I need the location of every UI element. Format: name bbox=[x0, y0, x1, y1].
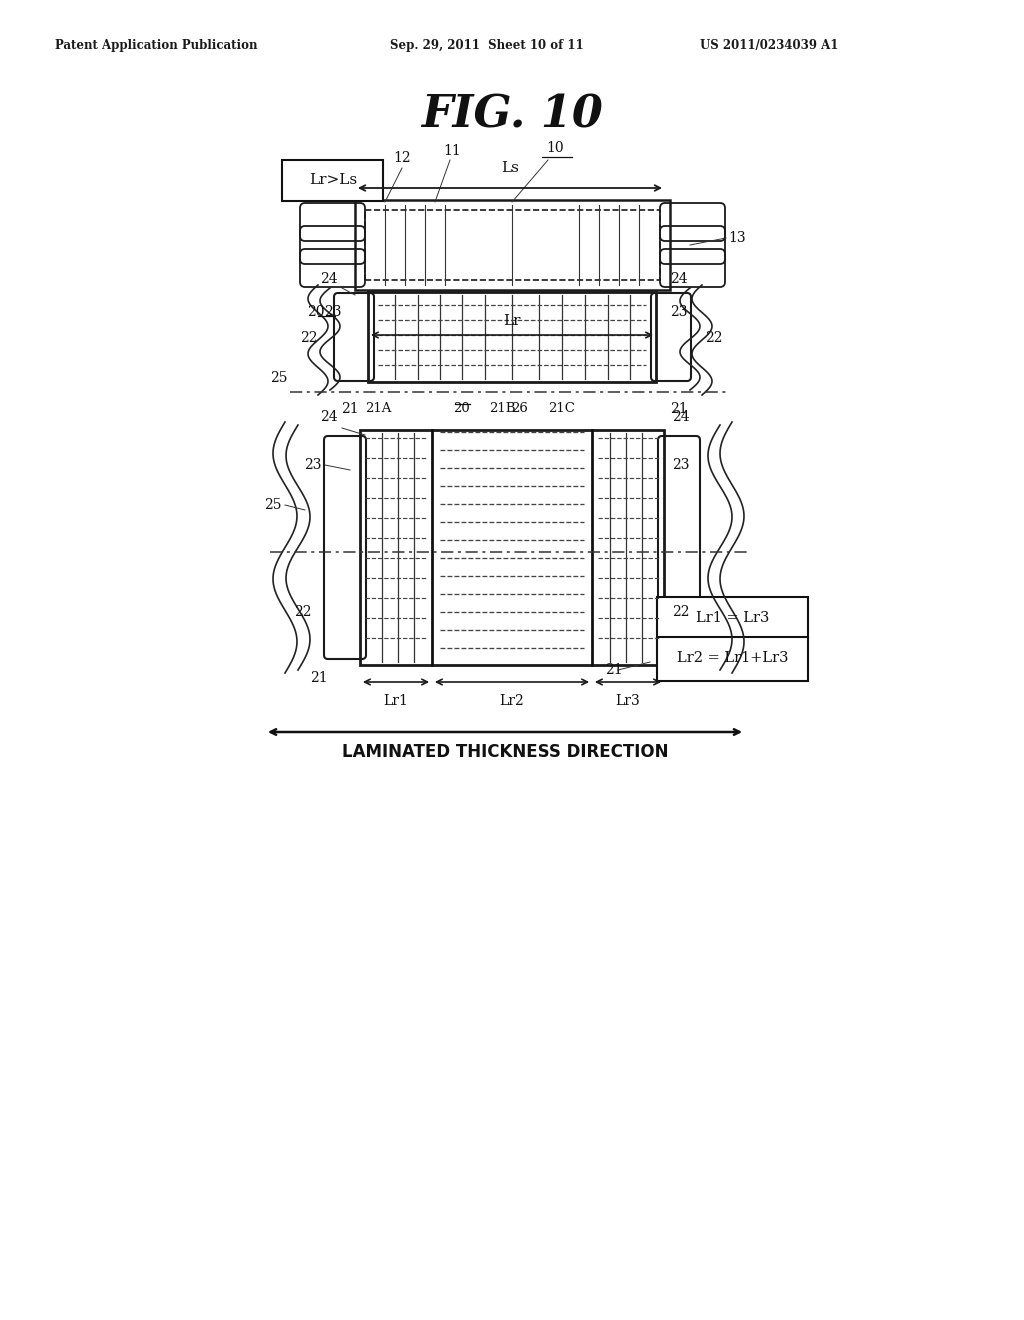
Text: 22: 22 bbox=[705, 331, 723, 345]
Text: 23: 23 bbox=[672, 458, 689, 473]
Text: 25: 25 bbox=[264, 498, 282, 512]
Text: Lr2: Lr2 bbox=[500, 694, 524, 708]
Text: Lr: Lr bbox=[503, 314, 521, 327]
Bar bbox=[360, 430, 664, 665]
Text: Sep. 29, 2011  Sheet 10 of 11: Sep. 29, 2011 Sheet 10 of 11 bbox=[390, 38, 584, 51]
Text: Lr1 = Lr3: Lr1 = Lr3 bbox=[696, 610, 770, 624]
Text: 22: 22 bbox=[295, 605, 312, 619]
Text: 25: 25 bbox=[270, 371, 288, 385]
Bar bbox=[365, 210, 660, 280]
Text: 24: 24 bbox=[670, 272, 688, 286]
Text: 20: 20 bbox=[307, 305, 325, 319]
Bar bbox=[355, 201, 670, 290]
Text: Lr3: Lr3 bbox=[615, 694, 640, 708]
Text: LAMINATED THICKNESS DIRECTION: LAMINATED THICKNESS DIRECTION bbox=[342, 743, 669, 762]
Text: 21: 21 bbox=[310, 671, 328, 685]
Text: Lr2 = Lr1+Lr3: Lr2 = Lr1+Lr3 bbox=[677, 652, 788, 665]
Text: 11: 11 bbox=[443, 144, 461, 158]
Text: 21: 21 bbox=[670, 403, 688, 416]
Text: 10: 10 bbox=[546, 141, 564, 154]
Text: 21B: 21B bbox=[488, 403, 515, 414]
Text: 21: 21 bbox=[341, 403, 358, 416]
Text: 21: 21 bbox=[605, 663, 623, 677]
Text: 24: 24 bbox=[321, 272, 338, 286]
FancyBboxPatch shape bbox=[657, 638, 808, 681]
Text: US 2011/0234039 A1: US 2011/0234039 A1 bbox=[700, 38, 839, 51]
Text: Patent Application Publication: Patent Application Publication bbox=[55, 38, 257, 51]
Text: 22: 22 bbox=[300, 331, 318, 345]
Text: 26: 26 bbox=[512, 403, 528, 414]
Text: 20: 20 bbox=[454, 403, 470, 414]
Text: 23: 23 bbox=[670, 305, 687, 319]
Text: Lr1: Lr1 bbox=[384, 694, 409, 708]
Text: 22: 22 bbox=[672, 605, 689, 619]
Text: 21A: 21A bbox=[365, 403, 391, 414]
FancyBboxPatch shape bbox=[282, 160, 383, 201]
Text: FIG. 10: FIG. 10 bbox=[421, 94, 603, 136]
Text: 23: 23 bbox=[304, 458, 322, 473]
Text: 24: 24 bbox=[672, 411, 689, 424]
Text: Ls: Ls bbox=[501, 161, 519, 176]
FancyBboxPatch shape bbox=[657, 597, 808, 638]
Text: 12: 12 bbox=[393, 150, 411, 165]
Bar bbox=[368, 292, 656, 381]
Text: Lr>Ls: Lr>Ls bbox=[309, 173, 357, 187]
Text: 21C: 21C bbox=[549, 403, 575, 414]
Text: 24: 24 bbox=[321, 411, 338, 424]
Text: 13: 13 bbox=[728, 231, 745, 246]
Text: 23: 23 bbox=[325, 305, 342, 319]
